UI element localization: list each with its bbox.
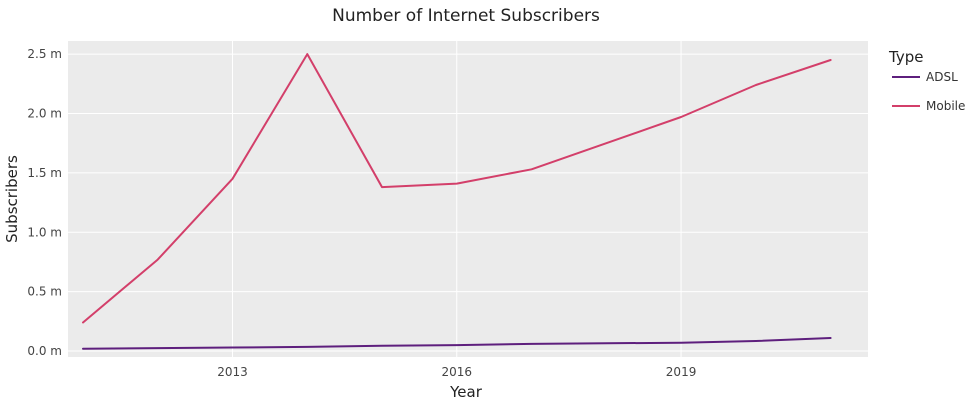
legend: Type ADSL Mobile — [888, 48, 965, 113]
series-line-mobile — [82, 53, 832, 324]
y-axis-tick-labels: 0.0 m 0.5 m 1.0 m 1.5 m 2.0 m 2.5 m — [27, 47, 62, 358]
x-axis-tick-labels: 2013 2016 2019 — [217, 365, 696, 379]
y-tick-label-5: 2.5 m — [27, 47, 62, 61]
y-tick-label-0: 0.0 m — [27, 344, 62, 358]
legend-label-adsl: ADSL — [926, 70, 958, 84]
x-tick-label-1: 2016 — [442, 365, 473, 379]
chart-title: Number of Internet Subscribers — [332, 6, 600, 26]
grid-lines — [68, 41, 868, 357]
y-tick-label-1: 0.5 m — [27, 285, 62, 299]
y-tick-label-4: 2.0 m — [27, 106, 62, 120]
legend-item-mobile[interactable]: Mobile — [892, 99, 965, 113]
y-tick-label-3: 1.5 m — [27, 166, 62, 180]
x-tick-label-0: 2013 — [217, 365, 248, 379]
legend-title: Type — [888, 48, 923, 66]
legend-label-mobile: Mobile — [926, 99, 965, 113]
legend-item-adsl[interactable]: ADSL — [892, 70, 958, 84]
y-axis-label: Subscribers — [3, 155, 21, 243]
x-axis-label: Year — [449, 383, 483, 400]
series-lines — [82, 53, 832, 350]
legend-items: ADSL Mobile — [892, 70, 965, 113]
y-tick-label-2: 1.0 m — [27, 225, 62, 239]
x-tick-label-2: 2019 — [666, 365, 697, 379]
series-line-adsl — [82, 337, 832, 350]
